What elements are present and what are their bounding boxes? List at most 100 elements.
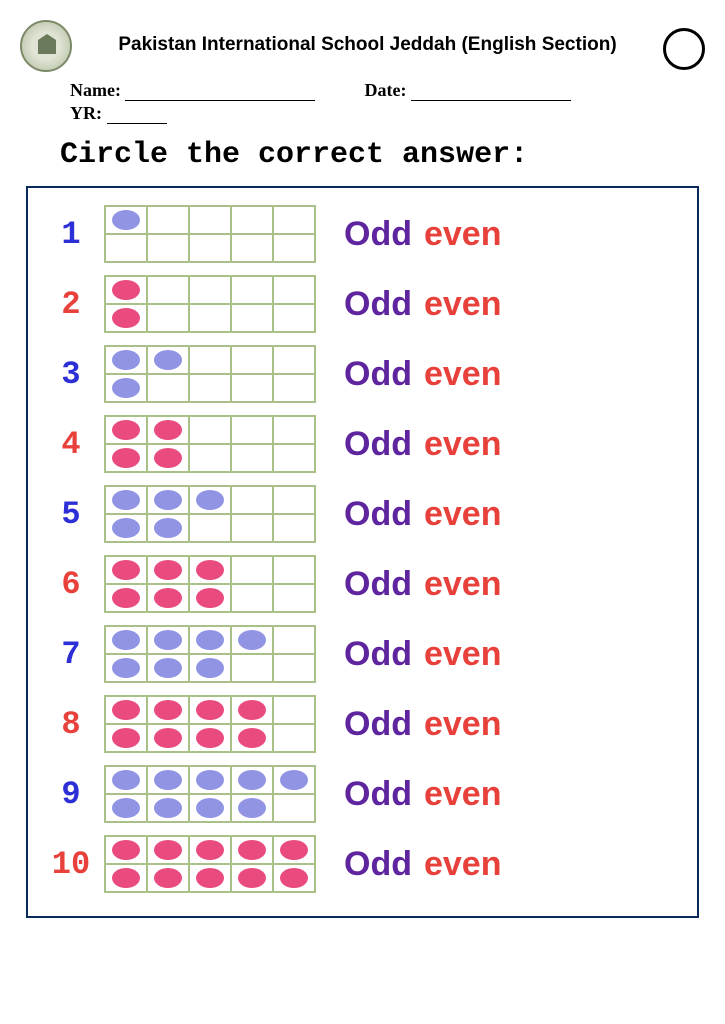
odd-option[interactable]: Odd — [344, 845, 412, 884]
ten-frame-cell — [147, 864, 189, 892]
ten-frame-cell — [231, 766, 273, 794]
ten-frame-cell — [147, 584, 189, 612]
counter-dot-icon — [238, 798, 266, 818]
ten-frame — [104, 625, 316, 683]
answer-options: Oddeven — [344, 565, 501, 604]
counter-dot-icon — [112, 420, 140, 440]
odd-option[interactable]: Odd — [344, 565, 412, 604]
counter-dot-icon — [112, 728, 140, 748]
counter-dot-icon — [154, 868, 182, 888]
ten-frame-cell — [231, 584, 273, 612]
question-row: 1 Oddeven — [42, 202, 683, 266]
ten-frame-cell — [273, 724, 315, 752]
ten-frame-cell — [147, 696, 189, 724]
even-option[interactable]: even — [424, 845, 502, 884]
counter-dot-icon — [154, 630, 182, 650]
ten-frame-cell — [105, 304, 147, 332]
ten-frame-cell — [231, 206, 273, 234]
ten-frame-cell — [105, 234, 147, 262]
ten-frame-cell — [147, 654, 189, 682]
ten-frame-cell — [231, 444, 273, 472]
ten-frame-cell — [231, 794, 273, 822]
question-row: 4Oddeven — [42, 412, 683, 476]
ten-frame-cell — [231, 724, 273, 752]
counter-dot-icon — [112, 700, 140, 720]
ten-frame-cell — [147, 724, 189, 752]
ten-frame-cell — [273, 556, 315, 584]
ten-frame-cell — [273, 696, 315, 724]
ten-frame — [104, 765, 316, 823]
ten-frame-cell — [231, 346, 273, 374]
ten-frame-cell — [147, 486, 189, 514]
ten-frame-cell — [231, 836, 273, 864]
even-option[interactable]: even — [424, 215, 502, 254]
counter-dot-icon — [112, 350, 140, 370]
odd-option[interactable]: Odd — [344, 215, 412, 254]
name-blank[interactable] — [125, 85, 315, 101]
odd-option[interactable]: Odd — [344, 775, 412, 814]
counter-dot-icon — [154, 350, 182, 370]
answer-options: Oddeven — [344, 635, 501, 674]
odd-option[interactable]: Odd — [344, 355, 412, 394]
counter-dot-icon — [196, 868, 224, 888]
ten-frame-cell — [231, 864, 273, 892]
counter-dot-icon — [238, 728, 266, 748]
ten-frame — [104, 345, 316, 403]
counter-dot-icon — [196, 798, 224, 818]
ten-frame-cell — [105, 556, 147, 584]
ten-frame-cell — [105, 696, 147, 724]
answer-options: Oddeven — [344, 845, 501, 884]
counter-dot-icon — [196, 770, 224, 790]
yr-blank[interactable] — [107, 108, 167, 124]
counter-dot-icon — [112, 210, 140, 230]
instruction-text: Circle the correct answer: — [60, 138, 705, 172]
ten-frame — [104, 695, 316, 753]
ten-frame-cell — [273, 206, 315, 234]
odd-option[interactable]: Odd — [344, 705, 412, 744]
counter-dot-icon — [154, 798, 182, 818]
ten-frame — [104, 835, 316, 893]
odd-option[interactable]: Odd — [344, 635, 412, 674]
ten-frame-cell — [105, 836, 147, 864]
ten-frame-cell — [189, 766, 231, 794]
counter-dot-icon — [154, 700, 182, 720]
ten-frame-cell — [189, 724, 231, 752]
ten-frame-cell — [273, 374, 315, 402]
ten-frame-cell — [147, 556, 189, 584]
even-option[interactable]: even — [424, 285, 502, 324]
counter-dot-icon — [196, 560, 224, 580]
question-number: 7 — [42, 636, 100, 673]
counter-dot-icon — [154, 658, 182, 678]
odd-option[interactable]: Odd — [344, 495, 412, 534]
counter-dot-icon — [154, 420, 182, 440]
ten-frame-cell — [273, 836, 315, 864]
ten-frame-cell — [105, 864, 147, 892]
ten-frame-cell — [189, 486, 231, 514]
question-row: 9Oddeven — [42, 762, 683, 826]
ten-frame-cell — [105, 444, 147, 472]
ten-frame-cell — [189, 696, 231, 724]
ten-frame-cell — [105, 514, 147, 542]
odd-option[interactable]: Odd — [344, 285, 412, 324]
even-option[interactable]: even — [424, 565, 502, 604]
question-number: 1 — [42, 216, 100, 253]
ten-frame-cell — [189, 416, 231, 444]
odd-option[interactable]: Odd — [344, 425, 412, 464]
counter-dot-icon — [112, 770, 140, 790]
ten-frame-cell — [273, 346, 315, 374]
even-option[interactable]: even — [424, 775, 502, 814]
header-row: Pakistan International School Jeddah (En… — [20, 20, 705, 72]
counter-dot-icon — [238, 868, 266, 888]
question-number: 10 — [42, 846, 100, 883]
even-option[interactable]: even — [424, 355, 502, 394]
even-option[interactable]: even — [424, 635, 502, 674]
ten-frame-cell — [189, 374, 231, 402]
even-option[interactable]: even — [424, 495, 502, 534]
even-option[interactable]: even — [424, 425, 502, 464]
question-number: 8 — [42, 706, 100, 743]
date-blank[interactable] — [411, 85, 571, 101]
ten-frame-cell — [105, 486, 147, 514]
ten-frame-cell — [231, 696, 273, 724]
answer-options: Oddeven — [344, 775, 501, 814]
even-option[interactable]: even — [424, 705, 502, 744]
